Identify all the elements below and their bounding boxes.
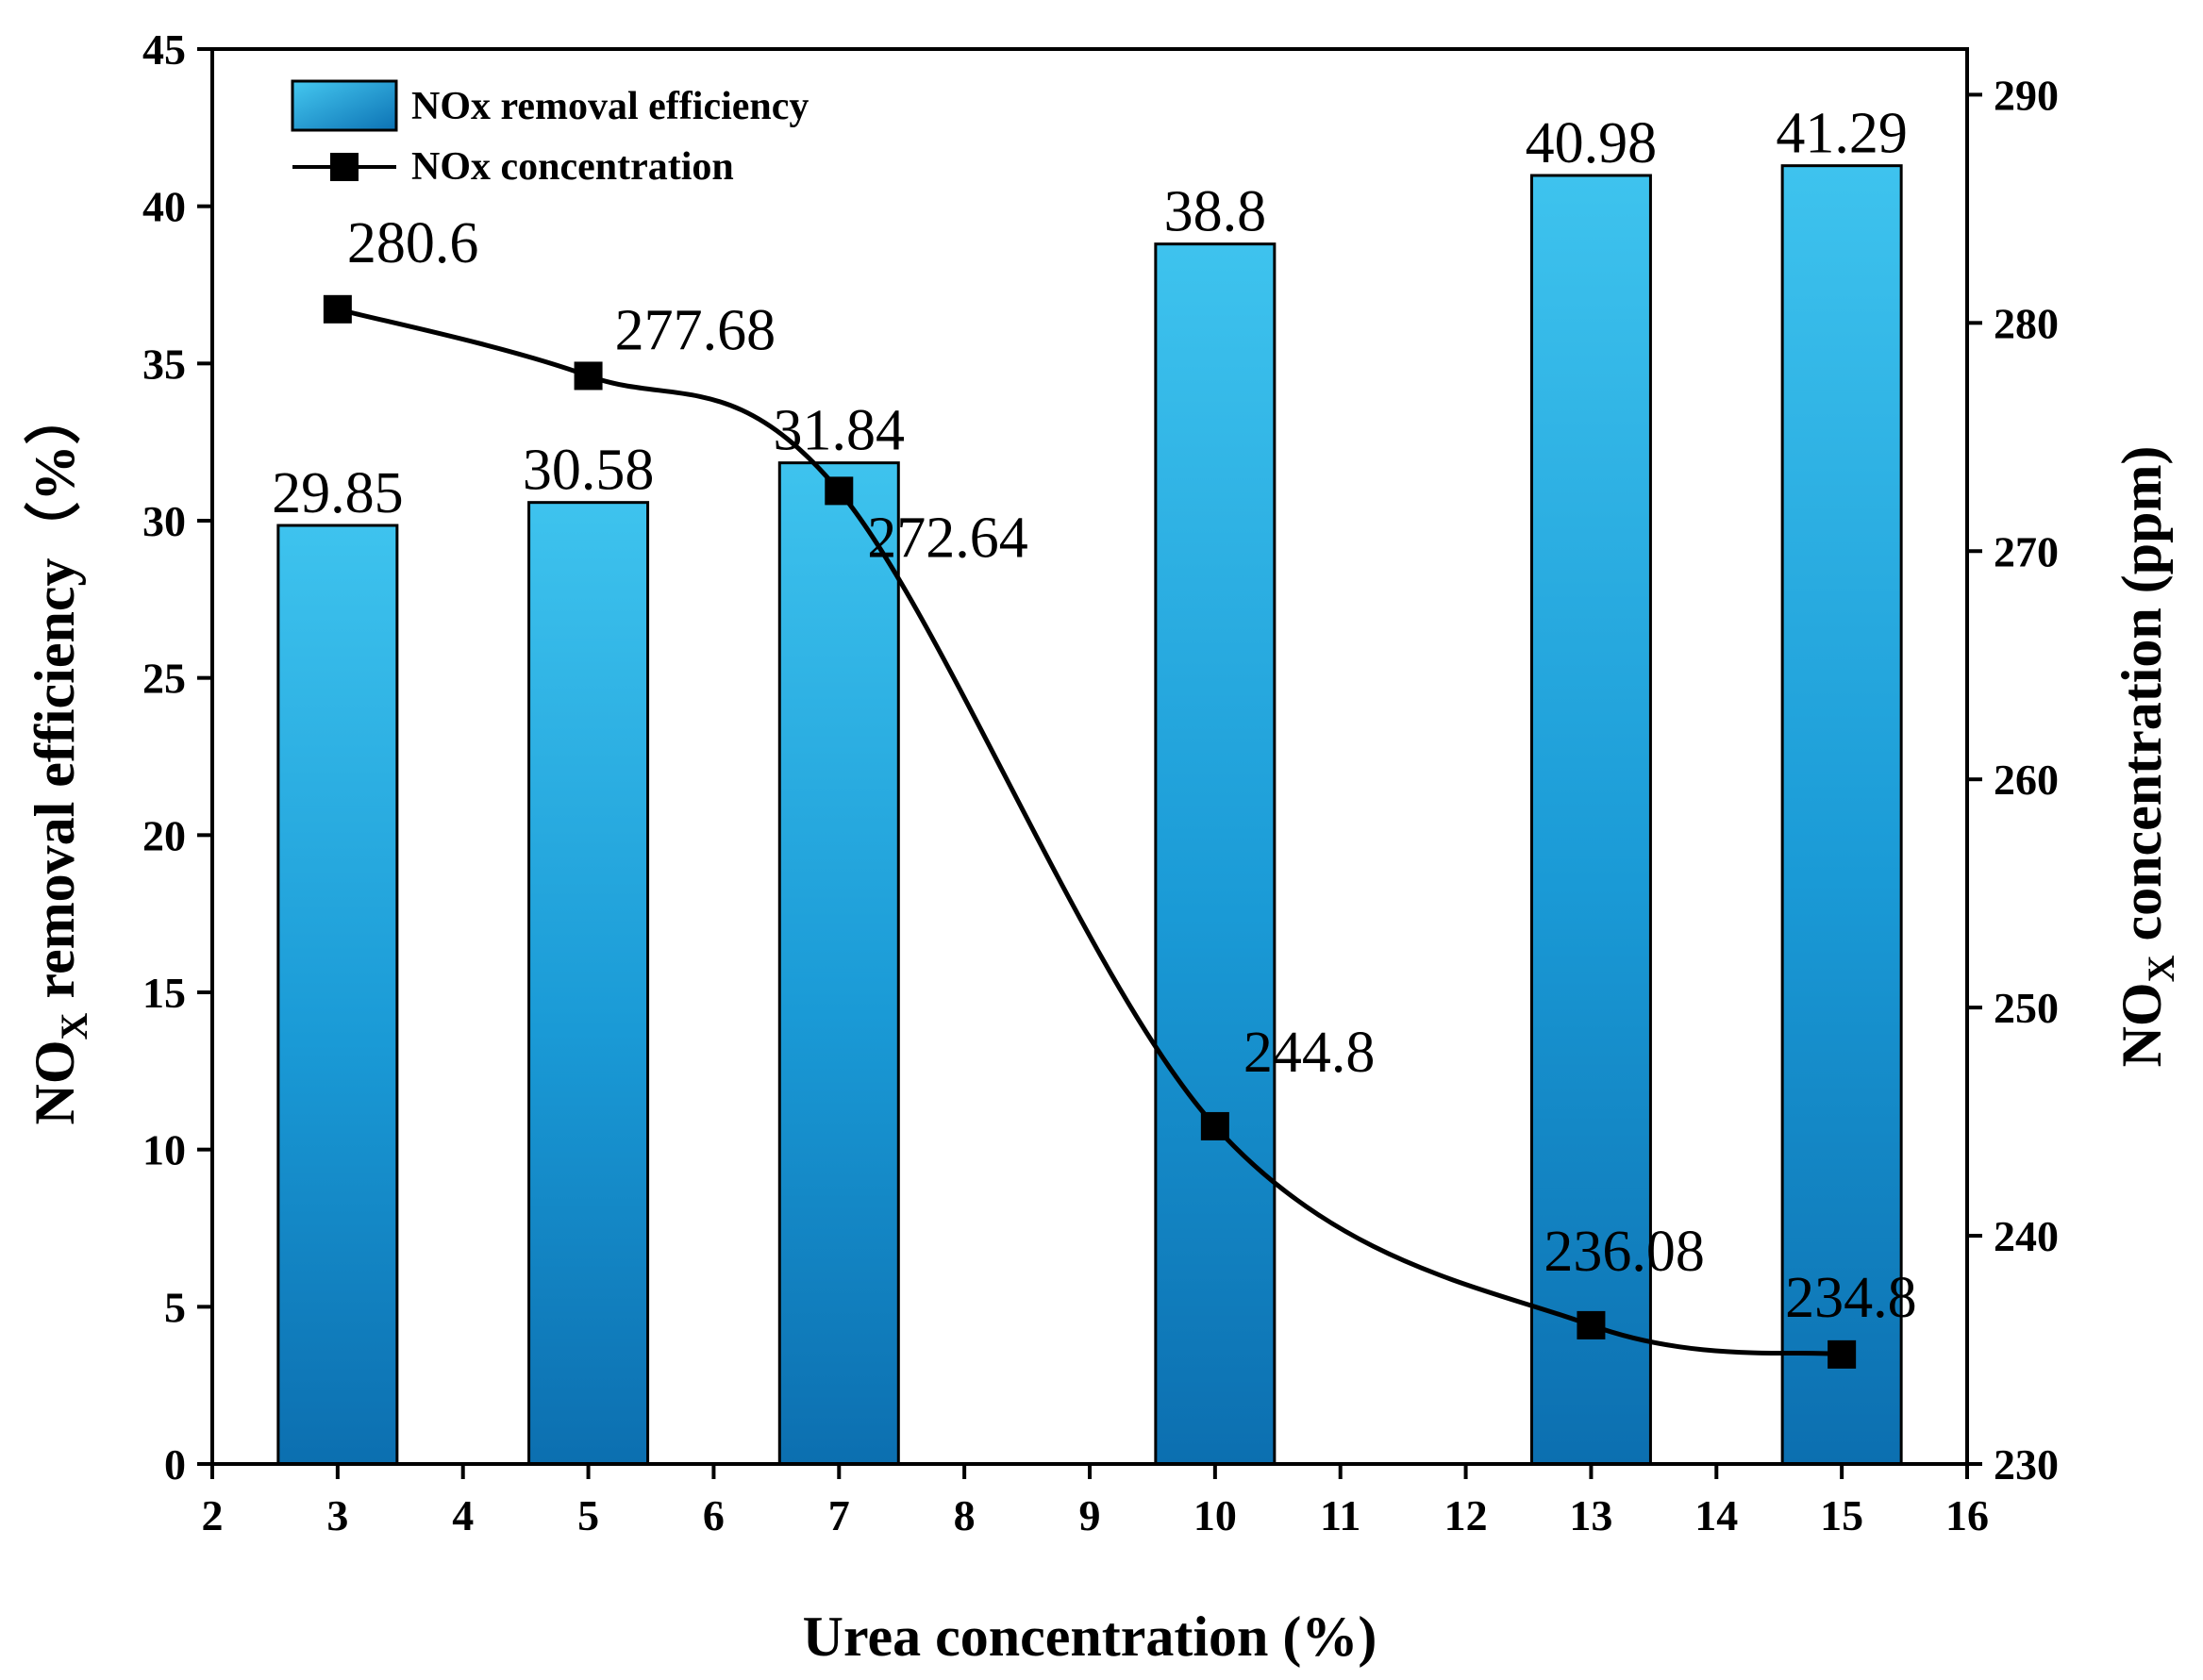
legend-bar-swatch <box>291 79 398 132</box>
legend-bar-label: NOx removal efficiency <box>411 85 809 128</box>
line-series <box>323 294 1857 1369</box>
point-7 <box>825 476 854 506</box>
point-3 <box>323 294 352 324</box>
y2-tick-label: 240 <box>1994 1212 2059 1260</box>
y-title-main: NO <box>24 1040 86 1124</box>
y-title-rest: removal efficiency（%） <box>23 389 86 1013</box>
x-tick-label: 3 <box>326 1491 348 1539</box>
x-tick-label: 15 <box>1820 1491 1863 1539</box>
bar-label-13: 40.98 <box>1526 111 1658 175</box>
x-tick-label: 2 <box>202 1491 224 1539</box>
legend-line-label: NOx concentration <box>411 145 734 189</box>
bar-label-10: 38.8 <box>1164 180 1267 244</box>
y2-tick-label: 270 <box>1994 527 2059 575</box>
x-tick-label: 10 <box>1193 1491 1237 1539</box>
x-tick-label: 13 <box>1569 1491 1612 1539</box>
y-axis-right-title: NOX concentration (ppm) <box>2111 446 2182 1068</box>
y2-title-rest: concentration (ppm) <box>2111 446 2173 956</box>
legend-line-marker <box>330 153 359 181</box>
bar-label-3: 29.85 <box>272 461 404 525</box>
y2-tick-label: 290 <box>1994 71 2059 119</box>
y2-tick-label: 230 <box>1994 1440 2059 1489</box>
y-tick-label: 45 <box>142 25 186 74</box>
y2-tick-label: 280 <box>1994 299 2059 347</box>
bar-series <box>276 164 1903 1466</box>
bar-7 <box>777 461 900 1466</box>
y-axis-left-ticks: 0 5 10 15 20 25 30 35 40 45 <box>142 25 212 1489</box>
x-tick-label: 7 <box>828 1491 850 1539</box>
bar-13 <box>1529 174 1652 1466</box>
y-tick-label: 35 <box>142 340 186 388</box>
y-axis-left-title: NOX removal efficiency（%） <box>23 389 95 1125</box>
y-tick-label: 0 <box>164 1440 186 1489</box>
bar-data-labels: 29.85 30.58 31.84 38.8 40.98 41.29 <box>272 102 1908 525</box>
y2-tick-label: 250 <box>1994 984 2059 1032</box>
y-tick-label: 30 <box>142 497 186 545</box>
point-label-10: 244.8 <box>1243 1021 1376 1085</box>
point-label-15: 234.8 <box>1785 1266 1917 1330</box>
legend: NOx removal efficiency NOx concentration <box>291 79 809 189</box>
x-tick-label: 6 <box>703 1491 725 1539</box>
x-axis-ticks: 2 3 4 5 6 7 8 9 10 11 12 13 14 15 16 <box>202 1464 1989 1539</box>
y-tick-label: 25 <box>142 655 186 703</box>
x-axis-title: Urea concentration (%) <box>803 1605 1377 1668</box>
y2-title-sub: X <box>2140 955 2182 982</box>
x-tick-label: 14 <box>1694 1491 1738 1539</box>
y-tick-label: 15 <box>142 969 186 1017</box>
x-tick-label: 5 <box>577 1491 599 1539</box>
bar-label-15: 41.29 <box>1776 102 1908 166</box>
x-tick-label: 11 <box>1320 1491 1360 1539</box>
bar-15 <box>1780 164 1903 1466</box>
point-5 <box>574 361 603 391</box>
y2-tick-label: 260 <box>1994 756 2059 804</box>
point-15 <box>1827 1339 1857 1369</box>
point-13 <box>1577 1310 1606 1339</box>
y-title-sub: X <box>53 1012 95 1040</box>
bar-label-5: 30.58 <box>523 439 655 503</box>
x-tick-label: 4 <box>452 1491 474 1539</box>
point-label-3: 280.6 <box>347 211 479 275</box>
bar-3 <box>276 524 399 1466</box>
y-tick-label: 20 <box>142 811 186 859</box>
bar-5 <box>527 501 650 1466</box>
y2-title-main: NO <box>2111 982 2173 1067</box>
point-label-13: 236.08 <box>1544 1220 1705 1284</box>
x-tick-label: 12 <box>1444 1491 1488 1539</box>
bar-10 <box>1154 242 1277 1466</box>
y-tick-label: 5 <box>164 1283 186 1331</box>
y-tick-label: 10 <box>142 1126 186 1174</box>
x-tick-label: 8 <box>954 1491 976 1539</box>
bar-label-7: 31.84 <box>774 399 906 463</box>
point-label-5: 277.68 <box>615 298 776 362</box>
line-data-labels: 280.6 277.68 272.64 244.8 236.08 234.8 <box>347 211 1917 1330</box>
y-axis-right-ticks: 230 240 250 260 270 280 290 <box>1967 71 2059 1489</box>
point-10 <box>1200 1111 1229 1140</box>
x-tick-label: 16 <box>1945 1491 1989 1539</box>
point-label-7: 272.64 <box>867 506 1027 570</box>
y-tick-label: 40 <box>142 183 186 231</box>
x-tick-label: 9 <box>1079 1491 1101 1539</box>
